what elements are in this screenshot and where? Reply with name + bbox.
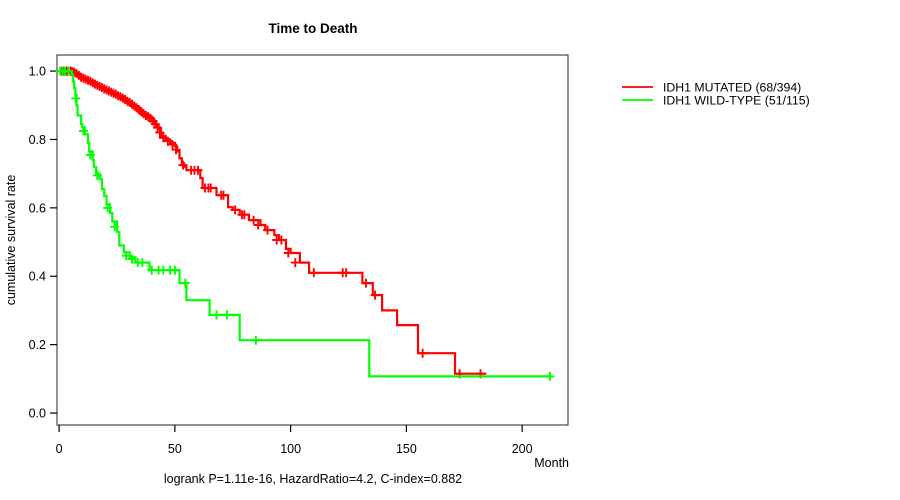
stats-annotation: logrank P=1.11e-16, HazardRatio=4.2, C-i…	[164, 472, 462, 486]
x-tick-label: 150	[396, 442, 417, 456]
legend-label-wildtype: IDH1 WILD-TYPE (51/115)	[663, 94, 810, 108]
censor-marks-idh1-mutated-68-394	[56, 66, 485, 379]
x-tick-label: 100	[280, 442, 301, 456]
censor-marks-idh1-wild-type-51-115	[55, 66, 555, 381]
y-axis-title: cumulative survival rate	[4, 175, 18, 306]
x-tick-label: 200	[512, 442, 533, 456]
x-axis-title: Month	[534, 456, 569, 470]
y-tick-label: 1.0	[29, 65, 46, 79]
x-tick-label: 50	[168, 442, 182, 456]
curve-idh1-wild-type-51-115	[59, 70, 553, 378]
chart-title: Time to Death	[268, 21, 357, 36]
curve-idh1-mutated-68-394	[59, 70, 487, 375]
x-tick-label: 0	[56, 442, 63, 456]
legend-label-mutated: IDH1 MUTATED (68/394)	[663, 81, 801, 95]
y-tick-label: 0.4	[29, 270, 46, 284]
plot-area: 0 50 100 150 200 0.0 0.2 0.4 0.6 0.8 1.0	[29, 54, 569, 456]
y-tick-label: 0.8	[29, 133, 46, 147]
y-tick-label: 0.2	[29, 338, 46, 352]
y-tick-label: 0.0	[29, 407, 46, 421]
plot-frame	[56, 54, 569, 426]
legend: IDH1 MUTATED (68/394) IDH1 WILD-TYPE (51…	[622, 81, 810, 108]
y-tick-label: 0.6	[29, 201, 46, 215]
